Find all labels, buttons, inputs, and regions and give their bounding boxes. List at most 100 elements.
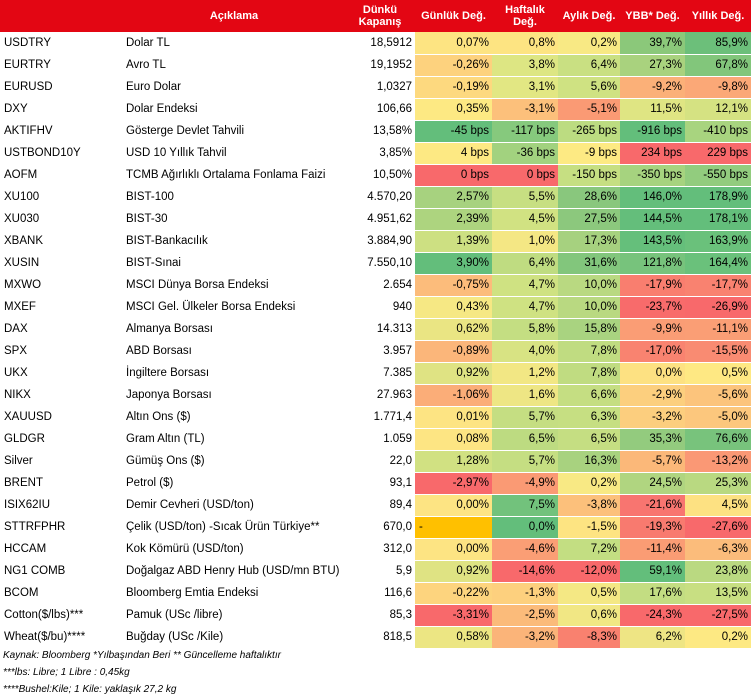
close-value: 5,9 (345, 560, 415, 583)
header-weekly-change: Haftalık Değ. (492, 0, 558, 32)
market-table: Açıklama Dünkü Kapanış Günlük Değ. Hafta… (0, 0, 751, 649)
monthly-change: -5,1% (558, 98, 620, 121)
table-row: MXWO MSCI Dünya Borsa Endeksi 2.654 -0,75% 4… (0, 274, 751, 297)
header-monthly-change: Aylık Değ. (558, 0, 620, 32)
daily-change: -0,22% (415, 582, 492, 605)
instrument-description: Doğalgaz ABD Henry Hub (USD/mn BTU) (123, 560, 345, 583)
daily-change: 0,00% (415, 538, 492, 561)
yearly-change: 85,9% (685, 32, 751, 55)
instrument-code: XU100 (0, 186, 123, 209)
instrument-code: GLDGR (0, 428, 123, 451)
close-value: 18,5912 (345, 32, 415, 55)
daily-change: -2,97% (415, 472, 492, 495)
close-value: 14.313 (345, 318, 415, 341)
header-daily-change: Günlük Değ. (415, 0, 492, 32)
table-row: Wheat($/bu)**** Buğday (USc /Kile) 818,5 0,… (0, 626, 751, 649)
table-row: GLDGR Gram Altın (TL) 1.059 0,08% 6,5% 6,5% 35… (0, 428, 751, 451)
close-value: 27.963 (345, 384, 415, 407)
ytd-change: 59,1% (620, 560, 685, 583)
ytd-change: 144,5% (620, 208, 685, 231)
daily-change: 0,01% (415, 406, 492, 429)
monthly-change: 7,8% (558, 340, 620, 363)
weekly-change: 1,6% (492, 384, 558, 407)
monthly-change: 27,5% (558, 208, 620, 231)
table-row: AOFM TCMB Ağırlıklı Ortalama Fonlama Faiz… (0, 164, 751, 187)
close-value: 3.884,90 (345, 230, 415, 253)
monthly-change: 31,6% (558, 252, 620, 275)
monthly-change: 15,8% (558, 318, 620, 341)
table-row: XUSIN BIST-Sınai 7.550,10 3,90% 6,4% 31,6% 121… (0, 252, 751, 275)
monthly-change: 6,6% (558, 384, 620, 407)
ytd-change: 17,6% (620, 582, 685, 605)
close-value: 106,66 (345, 98, 415, 121)
daily-change: - (415, 516, 492, 539)
weekly-change: -117 bps (492, 120, 558, 143)
ytd-change: 146,0% (620, 186, 685, 209)
yearly-change: -17,7% (685, 274, 751, 297)
daily-change: 0,43% (415, 296, 492, 319)
ytd-change: -23,7% (620, 296, 685, 319)
ytd-change: 11,5% (620, 98, 685, 121)
instrument-code: Silver (0, 450, 123, 473)
table-row: USDTRY Dolar TL 18,5912 0,07% 0,8% 0,2% 39,7% 8… (0, 32, 751, 55)
instrument-code: Wheat($/bu)**** (0, 626, 123, 649)
close-value: 19,1952 (345, 54, 415, 77)
daily-change: 0,35% (415, 98, 492, 121)
instrument-code: USDTRY (0, 32, 123, 55)
monthly-change: -1,5% (558, 516, 620, 539)
ytd-change: -350 bps (620, 164, 685, 187)
instrument-description: Gümüş Ons ($) (123, 450, 345, 473)
instrument-description: TCMB Ağırlıklı Ortalama Fonlama Faizi (123, 164, 345, 187)
ytd-change: 143,5% (620, 230, 685, 253)
instrument-description: Petrol ($) (123, 472, 345, 495)
weekly-change: 6,4% (492, 252, 558, 275)
monthly-change: 6,3% (558, 406, 620, 429)
instrument-code: BRENT (0, 472, 123, 495)
close-value: 2.654 (345, 274, 415, 297)
yearly-change: -27,6% (685, 516, 751, 539)
table-row: HCCAM Kok Kömürü (USD/ton) 312,0 0,00% -4,6%… (0, 538, 751, 561)
monthly-change: 7,8% (558, 362, 620, 385)
monthly-change: 0,5% (558, 582, 620, 605)
ytd-change: -11,4% (620, 538, 685, 561)
close-value: 312,0 (345, 538, 415, 561)
weekly-change: 6,5% (492, 428, 558, 451)
ytd-change: -2,9% (620, 384, 685, 407)
table-row: AKTIFHV Gösterge Devlet Tahvili 13,58% -45 … (0, 120, 751, 143)
monthly-change: 0,2% (558, 472, 620, 495)
monthly-change: 6,4% (558, 54, 620, 77)
monthly-change: -150 bps (558, 164, 620, 187)
ytd-change: 39,7% (620, 32, 685, 55)
instrument-description: Pamuk (USc /libre) (123, 604, 345, 627)
table-row: XU100 BIST-100 4.570,20 2,57% 5,5% 28,6% 146,0… (0, 186, 751, 209)
instrument-code: UKX (0, 362, 123, 385)
monthly-change: 0,6% (558, 604, 620, 627)
yearly-change: 25,3% (685, 472, 751, 495)
weekly-change: -1,3% (492, 582, 558, 605)
yearly-change: -15,5% (685, 340, 751, 363)
weekly-change: 4,5% (492, 208, 558, 231)
close-value: 13,58% (345, 120, 415, 143)
yearly-change: 67,8% (685, 54, 751, 77)
ytd-change: -3,2% (620, 406, 685, 429)
daily-change: 1,39% (415, 230, 492, 253)
header-description: Açıklama (123, 0, 345, 32)
table-row: BRENT Petrol ($) 93,1 -2,97% -4,9% 0,2% 24,5% 2… (0, 472, 751, 495)
monthly-change: 6,5% (558, 428, 620, 451)
yearly-change: 164,4% (685, 252, 751, 275)
yearly-change: -27,5% (685, 604, 751, 627)
close-value: 3.957 (345, 340, 415, 363)
table-row: Cotton($/lbs)*** Pamuk (USc /libre) 85,3 -3… (0, 604, 751, 627)
table-row: EURTRY Avro TL 19,1952 -0,26% 3,8% 6,4% 27,3% 6… (0, 54, 751, 77)
yearly-change: 12,1% (685, 98, 751, 121)
yearly-change: -5,6% (685, 384, 751, 407)
ytd-change: -19,3% (620, 516, 685, 539)
instrument-description: MSCI Dünya Borsa Endeksi (123, 274, 345, 297)
monthly-change: 17,3% (558, 230, 620, 253)
close-value: 93,1 (345, 472, 415, 495)
daily-change: -3,31% (415, 604, 492, 627)
daily-change: 2,39% (415, 208, 492, 231)
weekly-change: 3,8% (492, 54, 558, 77)
ytd-change: 6,2% (620, 626, 685, 649)
yearly-change: 163,9% (685, 230, 751, 253)
